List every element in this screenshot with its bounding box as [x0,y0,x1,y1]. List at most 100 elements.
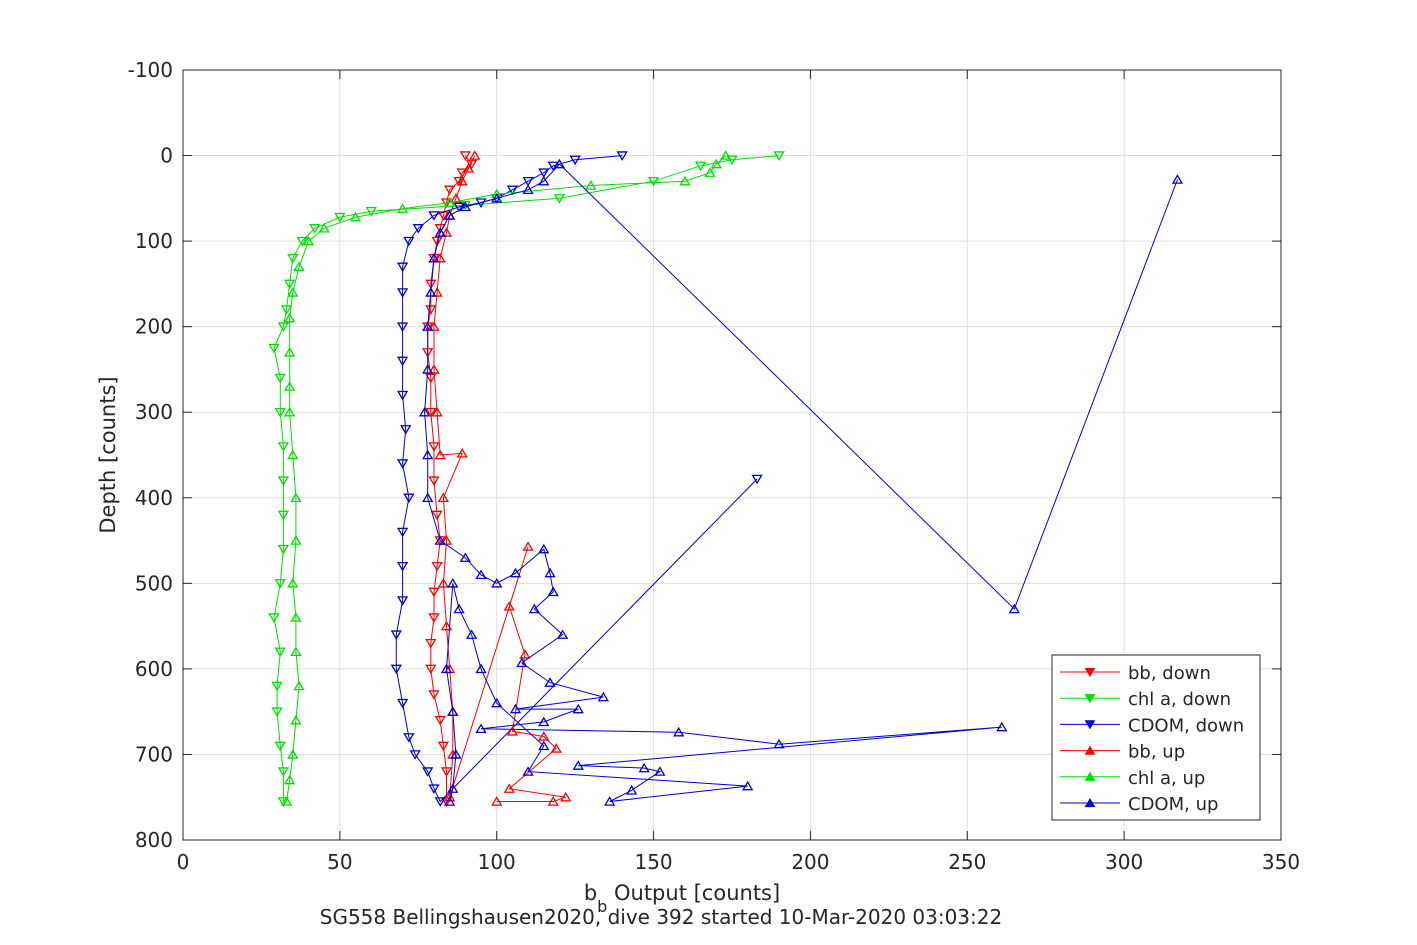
data-point [403,236,415,247]
data-point [440,767,453,777]
data-point [428,476,440,486]
legend-item: CDOM, down [1060,715,1244,736]
data-point [522,184,534,195]
data-point [271,681,283,692]
legend-marker [1084,771,1096,781]
data-point [469,150,481,160]
y-tick-label: 0 [160,144,173,168]
data-point [506,726,519,736]
data-point [491,796,503,806]
legend-label: bb, up [1128,742,1185,763]
data-point [538,168,550,178]
data-point [572,703,584,714]
x-axis-label: bb Output [counts] [584,881,780,916]
data-point [544,677,556,687]
data-point [522,766,534,776]
data-point [538,731,550,741]
data-point [271,707,283,717]
data-point [704,167,716,177]
data-point [491,578,503,588]
legend: bb, down chl a, down CDOM, down bb, up chl a… [1051,654,1261,821]
legend-label: chl a, down [1128,689,1231,710]
data-point [396,322,409,332]
data-point [751,474,763,485]
data-point [604,796,616,806]
data-point [444,185,456,196]
data-point [616,151,628,161]
data-point [538,175,550,186]
data-point [284,406,296,417]
data-point [428,784,440,794]
data-point [572,760,584,770]
data-point [459,201,471,212]
series-line [286,155,727,802]
data-point [456,175,468,186]
series-line [395,155,758,803]
data-point [547,796,559,806]
data-point [400,425,412,435]
data-point [437,492,450,503]
data-point [428,211,440,221]
series-layer [268,150,1184,807]
data-point [290,492,302,503]
data-point [654,766,666,776]
data-point [538,716,550,727]
legend-label: CDOM, up [1128,794,1218,815]
data-point [287,253,299,264]
legend-label: CDOM, down [1128,715,1244,736]
y-tick-label: 400 [135,486,173,510]
y-axis-label: Depth [counts] [96,376,120,533]
data-point [440,535,453,545]
data-point [773,738,785,749]
series-5 [418,158,1184,806]
data-point [422,767,434,777]
data-point [409,750,421,760]
data-point [274,407,286,418]
data-point [431,236,443,247]
data-point [475,569,487,580]
data-point [290,535,302,545]
data-point [302,235,315,246]
data-point [287,578,299,588]
data-point [528,603,540,614]
legend-item: bb, up [1060,742,1185,763]
data-point [726,155,738,166]
data-point [491,697,503,708]
data-point [638,762,650,773]
legend-label: chl a, up [1128,768,1205,789]
figure-caption: SG558 Bellingshausen2020, dive 392 start… [320,905,1002,929]
data-point [290,612,302,622]
data-point [422,321,434,331]
data-point [277,322,290,332]
x-tick-label: 300 [1105,850,1143,874]
data-point [437,578,450,588]
data-point [742,780,754,791]
data-point [284,774,296,785]
data-point [396,698,409,709]
axes-box [182,69,1282,841]
data-point [284,279,296,290]
data-point [547,586,559,597]
data-point [440,620,453,631]
data-point [428,587,440,598]
data-point [431,510,443,521]
data-point [287,287,299,297]
data-point [431,561,443,572]
data-point [268,613,280,623]
data-point [277,476,290,486]
legend-item: chl a, up [1060,768,1205,789]
data-point [453,176,465,187]
data-point [428,690,440,700]
data-point [434,252,446,263]
data-point [274,373,286,384]
data-point [450,749,462,759]
data-point [509,567,522,578]
legend-item: CDOM, up [1060,794,1218,815]
data-point [440,227,453,237]
data-point [268,343,280,354]
y-tick-label: 100 [135,229,173,253]
data-point [720,150,732,160]
y-tick-label: 500 [135,571,173,595]
x-tick-label: 150 [634,850,672,874]
y-tick-label: -100 [128,58,173,82]
